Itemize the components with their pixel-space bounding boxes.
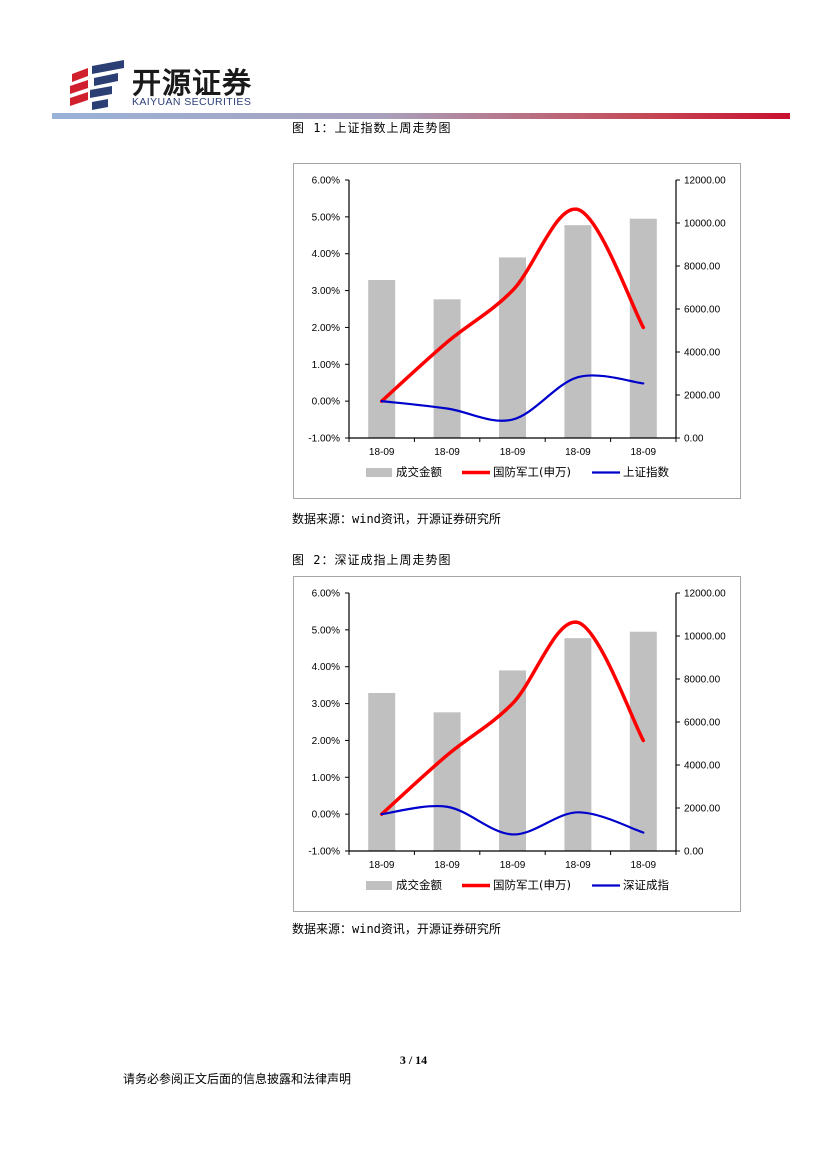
y-left-tick-label: 4.00%: [312, 249, 340, 260]
y-left-tick-label: 3.00%: [312, 699, 340, 710]
y-left-tick-label: -1.00%: [308, 434, 340, 445]
y-right-tick-label: 6000.00: [684, 305, 721, 316]
x-tick-label: 18-09: [500, 447, 526, 458]
legend-label-1: 成交金额: [396, 465, 442, 479]
disclaimer: 请务必参阅正文后面的信息披露和法律声明: [123, 1072, 352, 1086]
header-rule: [52, 113, 790, 119]
figure-2-chart: -1.00% 0.00% 1.00% 2.00% 3.00% 4.00% 5.00% 6.00…: [293, 576, 741, 912]
legend-label-2: 国防军工(申万): [493, 878, 571, 892]
x-tick-label: 18-09: [434, 860, 460, 871]
x-tick-label: 18-09: [565, 860, 591, 871]
y-right-tick-label: 12000.00: [684, 589, 726, 600]
y-left-tick-label: 6.00%: [312, 176, 340, 187]
series-line-2: [380, 374, 645, 422]
page-number: 3 / 14: [399, 1053, 428, 1067]
legend-label-2: 国防军工(申万): [493, 465, 571, 479]
figure-2-chart-svg: -1.00% 0.00% 1.00% 2.00% 3.00% 4.00% 5.00% 6.00…: [308, 589, 726, 893]
figure-1-source: 数据来源：wind资讯，开源证券研究所: [292, 512, 501, 526]
figure-1-title: 图 1：上证指数上周走势图: [292, 121, 452, 135]
kaiyuan-logo-mark-icon: [70, 60, 124, 110]
y-left-tick-label: 3.00%: [312, 286, 340, 297]
y-left-tick-label: -1.00%: [308, 847, 340, 858]
company-logo: 开源证券 KAIYUAN SECURITIES: [68, 60, 268, 112]
bar-3: [499, 257, 526, 438]
y-right-tick-label: 0.00: [684, 847, 704, 858]
y-right-tick-label: 2000.00: [684, 391, 721, 402]
x-tick-label: 18-09: [631, 447, 657, 458]
series-line-1: [379, 620, 646, 816]
y-right-tick-label: 4000.00: [684, 761, 721, 772]
x-tick-label: 18-09: [631, 860, 657, 871]
bar-1: [368, 692, 396, 851]
logo-name-cn: 开源证券: [132, 66, 253, 100]
y-left-tick-label: 5.00%: [312, 625, 340, 636]
y-right-tick-label: 12000.00: [684, 176, 726, 187]
logo-name-en: KAIYUAN SECURITIES: [132, 96, 252, 108]
legend-label-1: 成交金额: [396, 878, 442, 892]
figure-2-title: 图 2：深证成指上周走势图: [292, 553, 452, 567]
y-left-tick-label: 2.00%: [312, 323, 340, 334]
bar-2: [433, 712, 461, 851]
figure-1-chart-svg: -1.00% 0.00% 1.00% 2.00% 3.00% 4.00% 5.00% 6.00…: [308, 176, 726, 480]
legend-label-3: 深证成指: [623, 878, 669, 892]
y-right-tick-label: 6000.00: [684, 718, 721, 729]
x-tick-label: 18-09: [369, 447, 395, 458]
bar-3: [499, 670, 526, 851]
x-tick-label: 18-09: [434, 447, 460, 458]
y-right-tick-label: 10000.00: [684, 219, 726, 230]
x-tick-label: 18-09: [565, 447, 591, 458]
bar-2: [433, 299, 461, 438]
y-left-tick-label: 1.00%: [312, 360, 340, 371]
y-left-tick-label: 4.00%: [312, 662, 340, 673]
y-left-tick-label: 1.00%: [312, 773, 340, 784]
y-left-tick-label: 2.00%: [312, 736, 340, 747]
y-left-tick-label: 5.00%: [312, 212, 340, 223]
x-tick-label: 18-09: [500, 860, 526, 871]
bar-4: [564, 638, 592, 851]
figure-1-chart: -1.00% 0.00% 1.00% 2.00% 3.00% 4.00% 5.00% 6.00…: [293, 163, 741, 499]
legend-label-3: 上证指数: [623, 465, 669, 479]
series-line-1: [379, 207, 646, 403]
y-left-tick-label: 6.00%: [312, 589, 340, 600]
series-line-2: [380, 804, 645, 836]
figure-2-source: 数据来源：wind资讯，开源证券研究所: [292, 922, 501, 936]
y-right-tick-label: 0.00: [684, 434, 704, 445]
y-right-tick-label: 10000.00: [684, 632, 726, 643]
y-right-tick-label: 8000.00: [684, 675, 721, 686]
y-left-tick-label: 0.00%: [312, 397, 340, 408]
y-right-tick-label: 8000.00: [684, 262, 721, 273]
legend-swatch-bar: [366, 881, 392, 890]
x-tick-label: 18-09: [369, 860, 395, 871]
bar-1: [368, 279, 396, 438]
y-right-tick-label: 4000.00: [684, 348, 721, 359]
y-left-tick-label: 0.00%: [312, 810, 340, 821]
legend-swatch-bar: [366, 468, 392, 477]
bar-4: [564, 225, 592, 438]
y-right-tick-label: 2000.00: [684, 804, 721, 815]
